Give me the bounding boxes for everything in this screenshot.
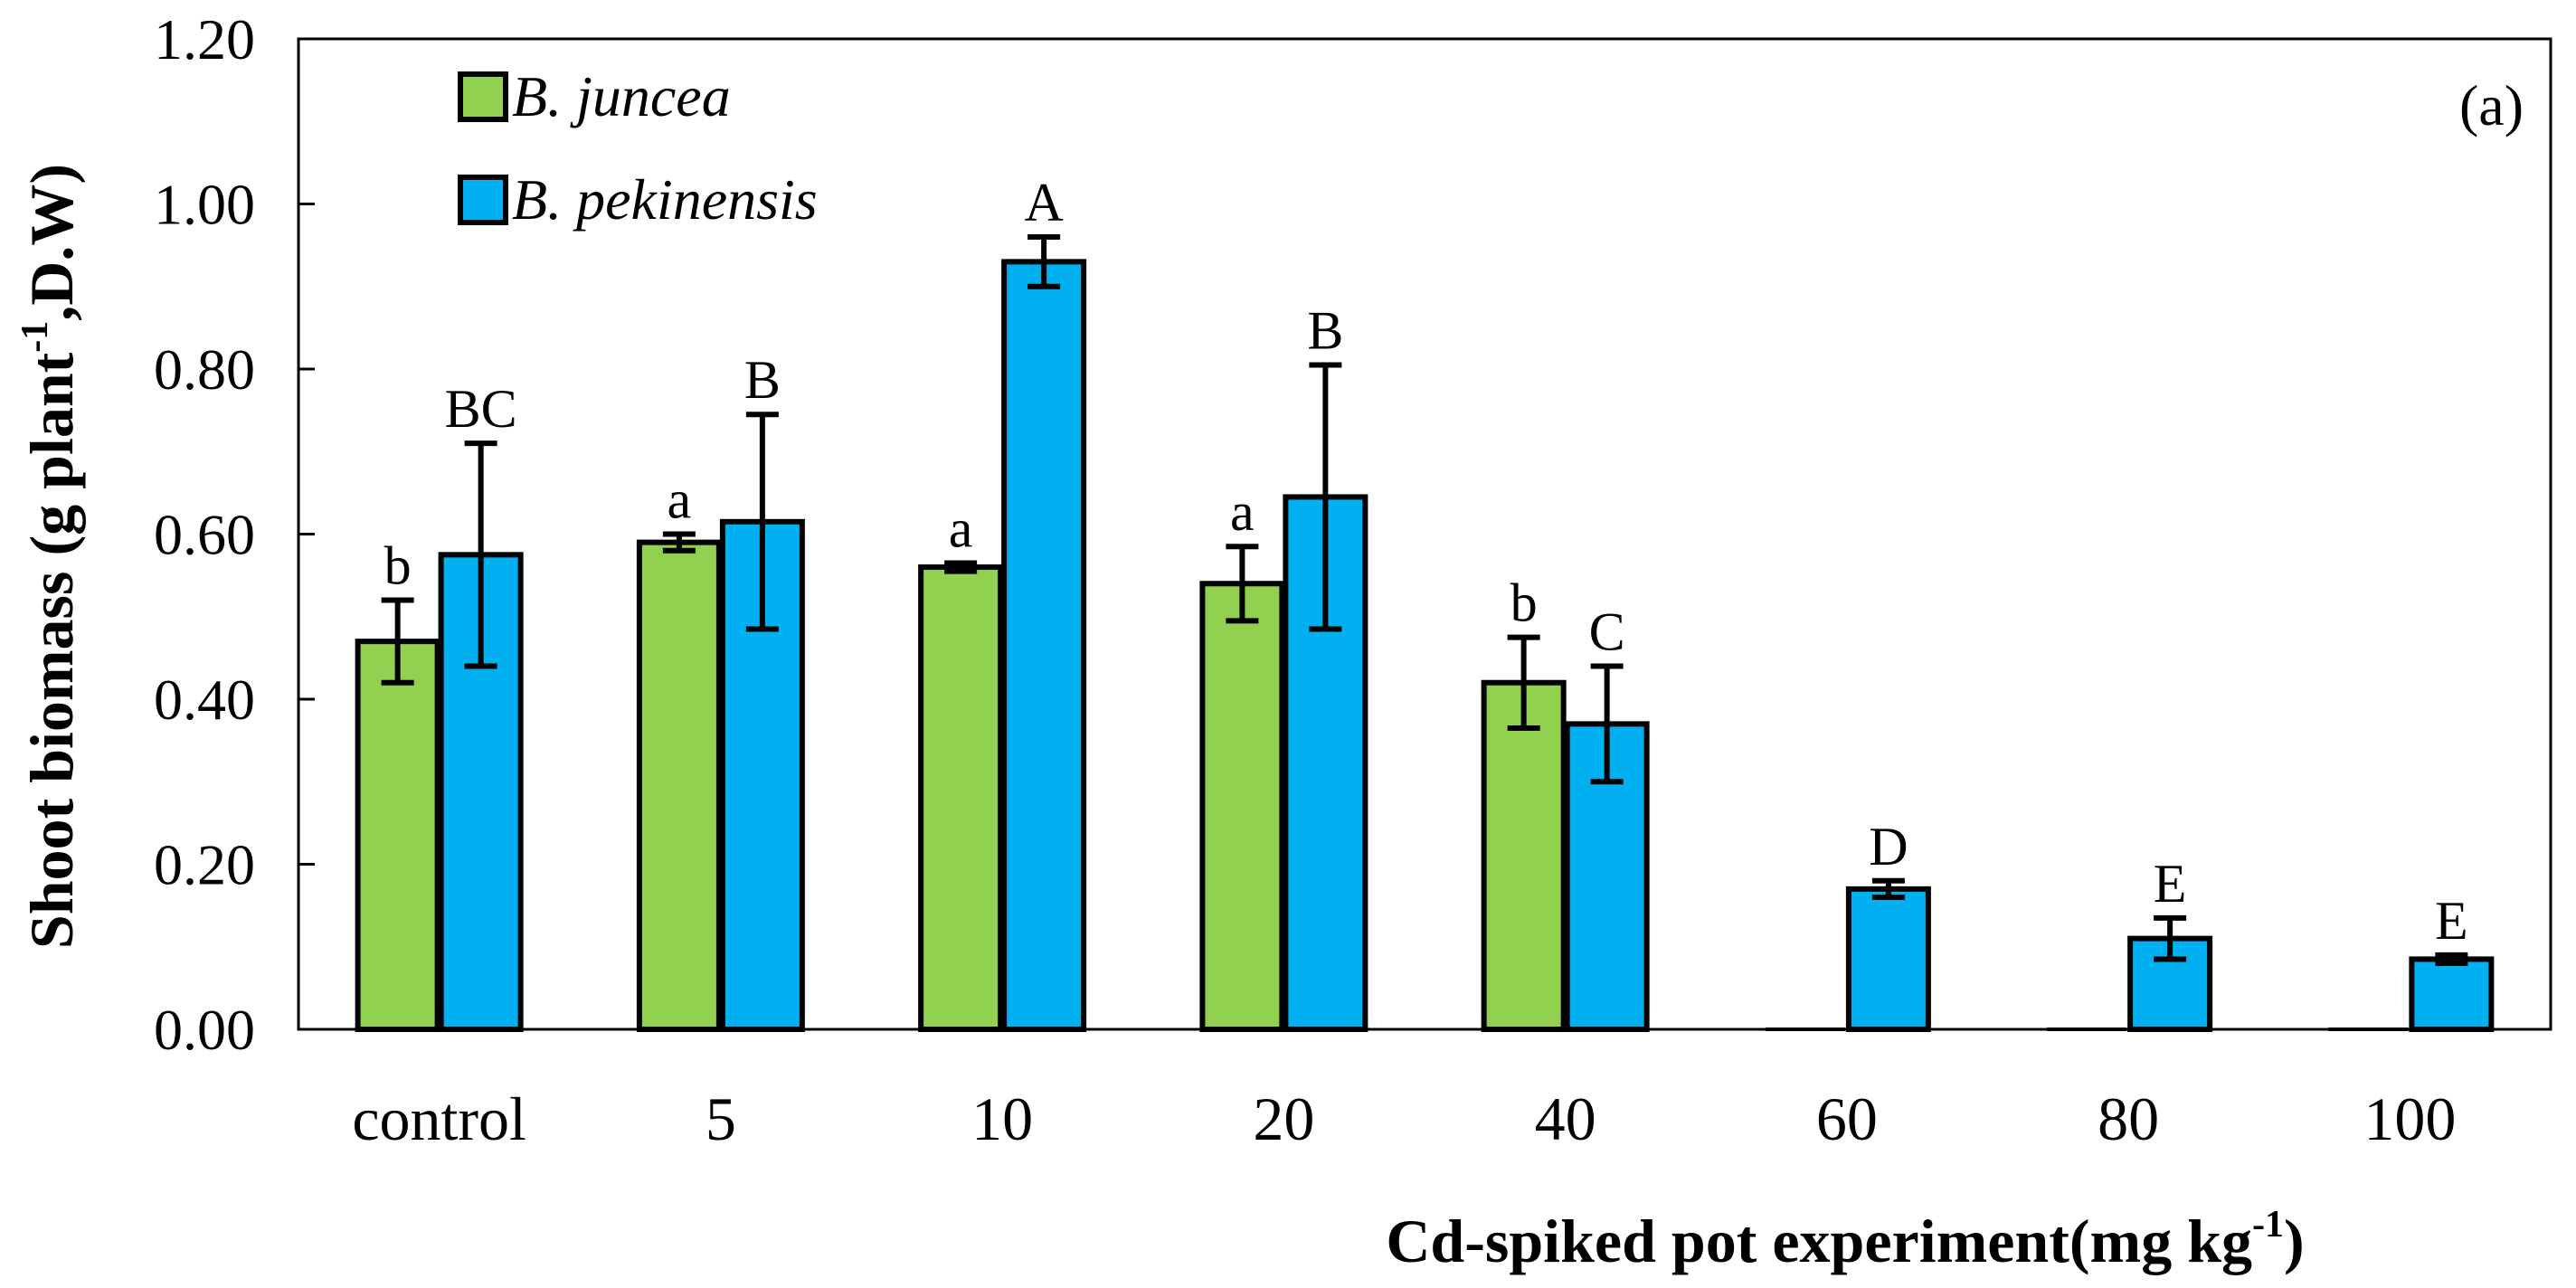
significance-letter: D <box>1869 817 1908 876</box>
bar <box>355 639 440 1032</box>
x-category-label: control <box>352 1084 526 1153</box>
significance-letter: b <box>1511 573 1538 633</box>
significance-letter: b <box>384 536 412 596</box>
y-tick-label: 0.60 <box>154 503 255 567</box>
bar <box>636 539 722 1032</box>
y-tick-label: 1.00 <box>154 173 255 237</box>
x-category-label: 20 <box>1253 1084 1314 1153</box>
significance-letter: a <box>1230 482 1255 542</box>
y-axis-title: Shoot biomass (g plant-1,D.W) <box>14 164 86 949</box>
legend-label-b-juncea: B. juncea <box>512 64 731 128</box>
x-category-label: 80 <box>2098 1084 2159 1153</box>
x-axis-title: Cd-spiked pot experiment(mg kg-1) <box>1386 1204 2304 1275</box>
x-category-label: 40 <box>1535 1084 1596 1153</box>
significance-letter: a <box>668 470 692 530</box>
x-axis-title-superscript: -1 <box>2252 1204 2284 1245</box>
legend-swatch-b-juncea <box>458 71 508 122</box>
significance-letter: B <box>744 350 781 410</box>
bar <box>719 518 805 1032</box>
y-tick-label: 0.00 <box>154 998 255 1062</box>
legend-label-b-pekinensis: B. pekinensis <box>512 167 818 232</box>
significance-letter: B <box>1307 300 1343 360</box>
bar <box>1001 259 1087 1032</box>
y-tick-label: 0.80 <box>154 337 255 402</box>
x-category-label: 10 <box>971 1084 1033 1153</box>
y-tick-label: 0.20 <box>154 833 255 897</box>
x-category-label: 5 <box>706 1084 736 1153</box>
significance-letter: E <box>2154 854 2187 914</box>
significance-letter: A <box>1024 173 1063 232</box>
panel-label: (a) <box>2459 73 2524 137</box>
bar <box>1481 679 1567 1032</box>
bar <box>918 564 1004 1032</box>
bar <box>1199 581 1285 1032</box>
x-category-label: 60 <box>1816 1084 1878 1153</box>
x-category-label: 100 <box>2363 1084 2456 1153</box>
legend-swatch-b-pekinensis <box>458 175 508 225</box>
significance-letter: C <box>1589 602 1625 662</box>
y-tick-label: 1.20 <box>154 7 255 71</box>
significance-letter: E <box>2435 891 2468 951</box>
bar <box>2409 956 2495 1032</box>
y-tick-label: 0.40 <box>154 668 255 732</box>
legend: B. juncea B. pekinensis <box>458 64 818 232</box>
bar <box>1845 886 1931 1032</box>
significance-letter: BC <box>445 379 517 439</box>
y-axis-title-superscript: -1 <box>14 321 56 353</box>
significance-letter: a <box>949 498 973 558</box>
